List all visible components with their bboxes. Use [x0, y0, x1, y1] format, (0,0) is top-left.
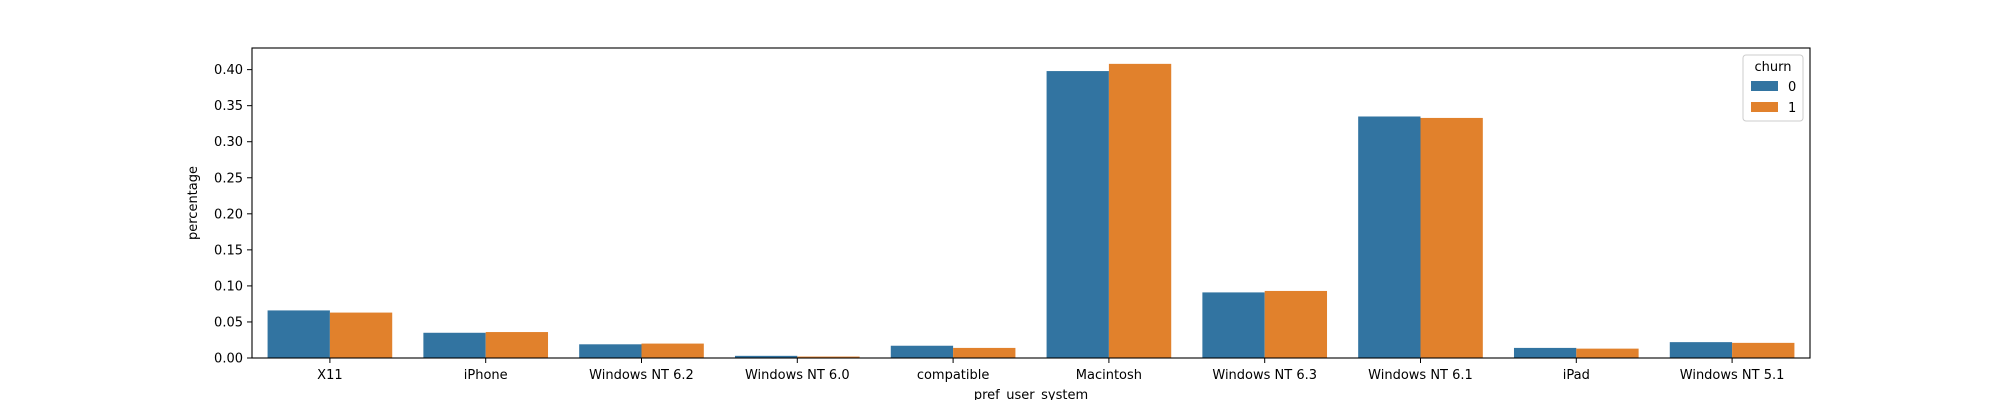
- bar-churn-0-3: [734, 355, 798, 358]
- y-tick-label: 0.40: [214, 63, 243, 78]
- legend-label-1: 1: [1788, 101, 1796, 116]
- bar-churn-0-0: [267, 310, 330, 358]
- x-tick-label: iPhone: [464, 368, 508, 383]
- x-axis: X11 iPhone Windows NT 6.2 Windows NT 6.0 com…: [317, 358, 1784, 383]
- x-tick-label: Macintosh: [1076, 368, 1142, 383]
- bar-churn-0-5: [1046, 71, 1109, 358]
- y-tick-label: 0.15: [214, 243, 243, 258]
- x-tick-label: Windows NT 6.1: [1368, 368, 1473, 383]
- bar-churn-0-1: [423, 332, 486, 358]
- bar-churn-1-0: [329, 312, 393, 358]
- legend: churn 0 1: [1742, 54, 1804, 122]
- bars-layer: [267, 63, 1795, 359]
- bar-churn-0-9: [1669, 342, 1733, 358]
- bar-churn-1-2: [641, 343, 704, 358]
- bar-churn-1-4: [953, 347, 1016, 358]
- bar-churn-0-4: [890, 345, 954, 358]
- y-tick-label: 0.00: [214, 352, 243, 367]
- y-tick-label: 0.20: [214, 207, 243, 222]
- x-tick-label: Windows NT 6.0: [745, 368, 850, 383]
- x-tick-label: Windows NT 5.1: [1680, 368, 1785, 383]
- bar-churn-1-8: [1576, 348, 1639, 358]
- bar-churn-1-1: [485, 332, 549, 358]
- legend-title: churn: [1755, 60, 1792, 75]
- y-tick-label: 0.25: [214, 171, 243, 186]
- x-axis-title: pref_user_system: [974, 388, 1088, 400]
- bar-churn-1-9: [1732, 342, 1795, 358]
- y-tick-label: 0.05: [214, 315, 243, 330]
- plot-frame: [251, 47, 1811, 359]
- x-tick-label: X11: [317, 368, 342, 383]
- bar-churn-0-6: [1202, 292, 1265, 358]
- bar-churn-1-7: [1420, 117, 1483, 359]
- bar-churn-1-5: [1108, 63, 1172, 359]
- y-axis: 0.00 0.05 0.10 0.15 0.20 0.25 0.30 0.35 0.40: [214, 63, 252, 367]
- x-tick-label: Windows NT 6.2: [589, 368, 694, 383]
- bar-churn-0-2: [579, 344, 642, 358]
- bar-churn-0-8: [1513, 347, 1577, 358]
- legend-swatch-0: [1751, 81, 1778, 91]
- x-tick-label: compatible: [917, 368, 990, 383]
- legend-label-0: 0: [1788, 80, 1796, 95]
- bar-churn-1-6: [1264, 290, 1328, 358]
- y-axis-title: percentage: [186, 166, 201, 240]
- x-tick-label: iPad: [1563, 368, 1590, 383]
- bar-churn-1-3: [797, 356, 860, 358]
- legend-swatch-1: [1751, 102, 1778, 112]
- x-tick-label: Windows NT 6.3: [1212, 368, 1317, 383]
- y-tick-label: 0.35: [214, 99, 243, 114]
- y-tick-label: 0.10: [214, 279, 243, 294]
- y-tick-label: 0.30: [214, 135, 243, 150]
- bar-churn-0-7: [1358, 116, 1421, 359]
